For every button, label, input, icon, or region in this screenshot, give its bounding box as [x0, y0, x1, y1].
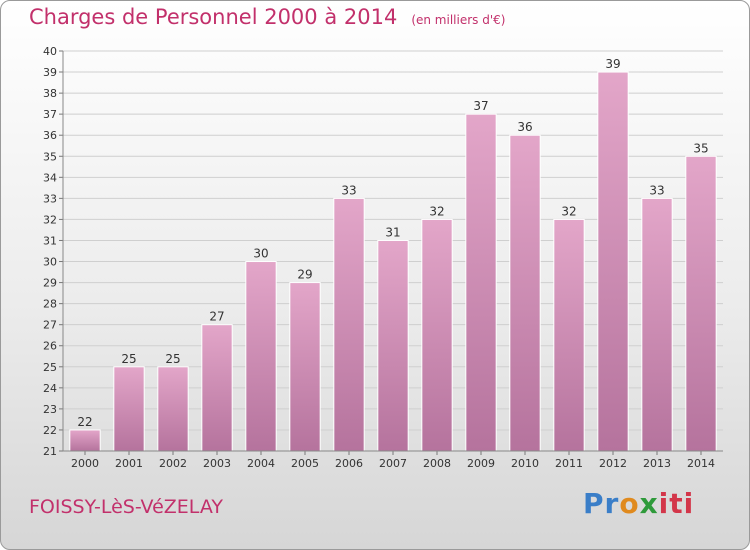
- value-label-2002: 25: [165, 352, 180, 366]
- x-tick-label-2006: 2006: [335, 457, 363, 470]
- value-label-2010: 36: [517, 120, 532, 134]
- bar-2014: [685, 155, 717, 452]
- y-tick-label: 29: [43, 277, 57, 290]
- bar-2006: [333, 197, 365, 452]
- x-tick-label-2005: 2005: [291, 457, 319, 470]
- value-labels: 22 25 25 27 30 29 33 31 32 37 36 32 39 33 35: [77, 57, 708, 429]
- logo-part: iti: [658, 487, 695, 520]
- x-tick-labels: 2000 2001 2002 2003 2004 2005 2006 2007 2008 2009…: [71, 451, 715, 470]
- x-tick-label-2000: 2000: [71, 457, 99, 470]
- value-label-2001: 25: [121, 352, 136, 366]
- bar-2005: [289, 282, 321, 452]
- axes: [62, 51, 723, 452]
- y-tick-label: 37: [43, 108, 57, 121]
- proxiti-logo: Proxiti: [583, 487, 694, 520]
- bar-2002: [157, 366, 189, 452]
- y-tick-label: 27: [43, 319, 57, 332]
- value-label-2011: 32: [561, 204, 576, 218]
- y-tick-label: 35: [43, 150, 57, 163]
- bar-2010: [509, 134, 541, 452]
- bar-2000: [69, 429, 101, 452]
- y-tick-label: 40: [43, 45, 57, 58]
- y-tick-label: 24: [43, 382, 57, 395]
- chart-title-main: Charges de Personnel 2000 à 2014: [29, 5, 398, 29]
- x-tick-label-2001: 2001: [115, 457, 143, 470]
- chart-title: Charges de Personnel 2000 à 2014 (en mill…: [29, 5, 505, 29]
- commune-name: FOISSY-LèS-VéZELAY: [29, 496, 223, 518]
- bar-2004: [245, 261, 277, 452]
- value-label-2012: 39: [605, 57, 620, 71]
- logo-part: x: [639, 487, 659, 520]
- value-label-2000: 22: [77, 415, 92, 429]
- y-tick-label: 32: [43, 213, 57, 226]
- logo-part: Pr: [583, 487, 620, 520]
- x-tick-label-2008: 2008: [423, 457, 451, 470]
- y-tick-label: 25: [43, 361, 57, 374]
- value-label-2007: 31: [385, 225, 400, 239]
- value-label-2005: 29: [297, 268, 312, 282]
- x-tick-label-2003: 2003: [203, 457, 231, 470]
- bar-2007: [377, 239, 409, 452]
- y-tick-label: 21: [43, 445, 57, 458]
- y-tick-label: 38: [43, 87, 57, 100]
- y-tick-label: 23: [43, 403, 57, 416]
- x-tick-label-2012: 2012: [599, 457, 627, 470]
- x-tick-label-2009: 2009: [467, 457, 495, 470]
- bars: [69, 71, 717, 452]
- y-tick-label: 34: [43, 171, 57, 184]
- x-tick-label-2004: 2004: [247, 457, 275, 470]
- y-tick-label: 36: [43, 129, 57, 142]
- bar-2011: [553, 218, 585, 452]
- bar-2012: [597, 71, 629, 452]
- y-tick-label: 33: [43, 192, 57, 205]
- value-label-2004: 30: [253, 247, 268, 261]
- y-tick-label: 28: [43, 298, 57, 311]
- value-label-2013: 33: [649, 183, 664, 197]
- y-tick-label: 39: [43, 66, 57, 79]
- x-tick-label-2013: 2013: [643, 457, 671, 470]
- y-tick-label: 22: [43, 424, 57, 437]
- bar-2001: [113, 366, 145, 452]
- value-label-2009: 37: [473, 99, 488, 113]
- value-label-2003: 27: [209, 310, 224, 324]
- x-tick-label-2007: 2007: [379, 457, 407, 470]
- y-tick-label: 26: [43, 340, 57, 353]
- bar-2009: [465, 113, 497, 452]
- x-tick-label-2011: 2011: [555, 457, 583, 470]
- x-tick-label-2014: 2014: [687, 457, 715, 470]
- bar-2003: [201, 324, 233, 452]
- value-label-2014: 35: [693, 141, 708, 155]
- y-tick-label: 31: [43, 234, 57, 247]
- y-tick-labels: 21 22 23 24 25 26 27 28 29 30 31 32 33 34 35 36 37 38 39 40: [43, 45, 63, 458]
- x-tick-label-2002: 2002: [159, 457, 187, 470]
- value-label-2008: 32: [429, 204, 444, 218]
- chart-subtitle: (en milliers d'€): [411, 13, 506, 27]
- value-label-2006: 33: [341, 183, 356, 197]
- bar-2013: [641, 197, 673, 452]
- y-tick-label: 30: [43, 256, 57, 269]
- logo-part: o: [619, 487, 640, 520]
- bar-2008: [421, 218, 453, 452]
- x-tick-label-2010: 2010: [511, 457, 539, 470]
